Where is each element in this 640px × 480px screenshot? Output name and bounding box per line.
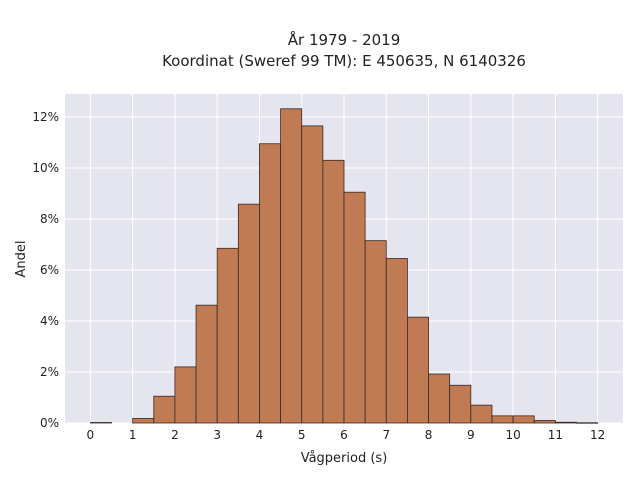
x-tick-label: 11 [548,428,563,442]
histogram-bar [216,247,239,424]
x-tick-labels: 0 1 2 3 4 5 6 7 8 9 10 11 12 [87,428,606,442]
histogram-bar [153,395,176,424]
x-tick-label: 2 [171,428,179,442]
histogram-bar [195,304,218,424]
histogram-bar [533,420,556,424]
histogram-bar [364,240,387,424]
y-tick-label: 6% [40,263,59,277]
histogram-bar [385,258,408,424]
x-tick-label: 6 [340,428,348,442]
histogram-bar [470,404,493,424]
y-axis-label: Andel [14,241,29,278]
y-tick-label: 4% [40,314,59,328]
x-tick-label: 3 [213,428,221,442]
y-tick-label: 10% [32,161,59,175]
x-tick-label: 1 [129,428,137,442]
histogram-bars [89,108,599,424]
y-tick-label: 2% [40,365,59,379]
histogram-bar [407,316,429,424]
histogram-bar [132,418,155,424]
histogram-bar [449,384,472,424]
histogram-bar [576,422,599,424]
x-tick-label: 10 [505,428,520,442]
histogram-bar [237,203,260,424]
histogram-bar [512,415,535,424]
chart-title: År 1979 - 2019 [288,30,401,49]
chart-subtitle: Koordinat (Sweref 99 TM): E 450635, N 61… [162,52,526,70]
x-tick-label: 7 [382,428,390,442]
histogram-bar [491,415,514,424]
x-axis-label: Vågperiod (s) [301,451,388,466]
histogram-bar [554,421,577,424]
y-tick-label: 12% [32,110,59,124]
x-tick-label: 5 [298,428,306,442]
x-tick-label: 9 [467,428,475,442]
histogram-bar [259,143,281,424]
x-tick-label: 0 [87,428,95,442]
histogram-bar [280,108,303,424]
histogram-bar [343,191,366,424]
y-tick-label: 0% [40,416,59,430]
histogram-bar [89,422,112,424]
histogram-bar [301,125,324,424]
histogram-bar [322,159,345,424]
x-tick-label: 4 [256,428,264,442]
y-tick-labels: 0% 2% 4% 6% 8% 10% 12% [32,110,59,430]
histogram-bar [428,373,451,424]
histogram-bar [174,366,197,424]
y-tick-label: 8% [40,212,59,226]
x-tick-label: 8 [425,428,433,442]
x-tick-label: 12 [590,428,605,442]
